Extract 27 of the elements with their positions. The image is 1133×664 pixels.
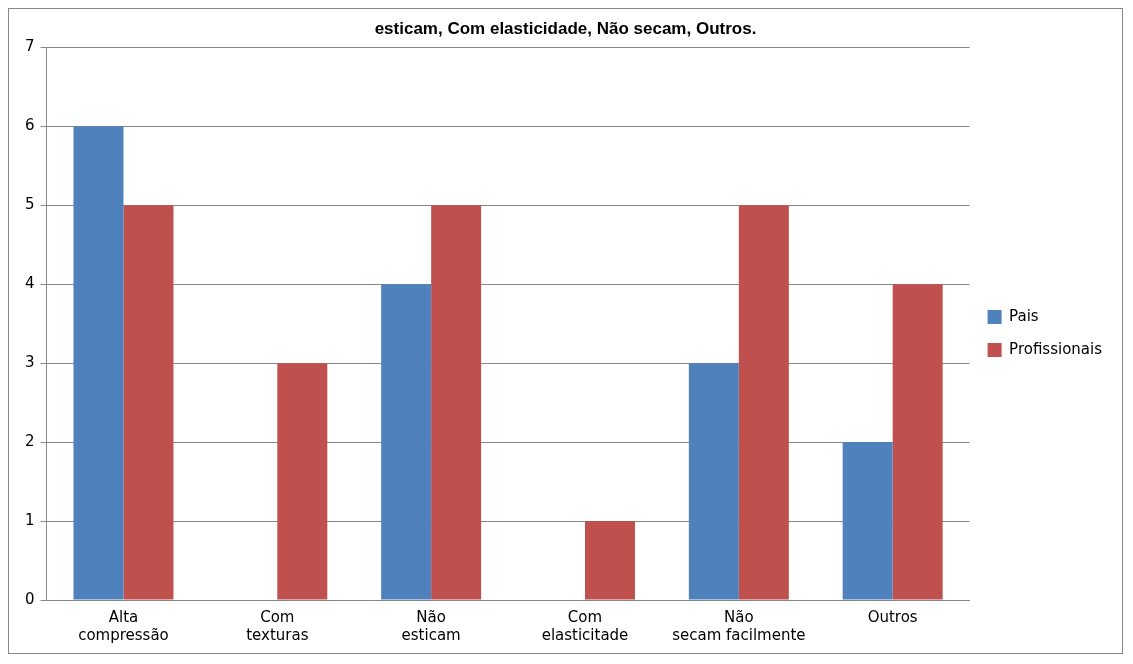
y-tick-label: 0 [25,589,35,608]
y-tick-label: 7 [25,37,35,56]
chart-title: esticam, Com elasticidade, Não secam, Outros. [374,18,757,38]
x-tick-label: Não secam facilmente [672,607,806,644]
x-tick-label: Alta compressão [78,607,169,644]
bar [842,442,893,600]
bar [277,363,328,600]
y-tick-label: 6 [25,116,35,135]
y-tick-label: 1 [25,510,35,529]
x-tick-label: Não esticam [401,607,461,644]
bar [381,284,432,600]
legend-label: Pais [1009,306,1039,325]
bar [738,205,789,600]
bar [584,521,635,600]
x-tick-label: Outros [867,607,918,626]
bar [688,363,739,600]
y-tick-label: 3 [25,353,35,372]
bar [431,205,482,600]
y-tick-label: 2 [25,432,35,450]
x-tick-label: Com texturas [246,607,309,644]
bar [73,126,124,600]
bar [123,205,174,600]
y-tick-label: 4 [25,274,35,293]
legend-label: Profissionais [1009,339,1103,358]
y-tick-label: 5 [25,195,35,214]
bar [892,284,943,600]
x-tick-label: Com elasticitade [541,607,629,644]
